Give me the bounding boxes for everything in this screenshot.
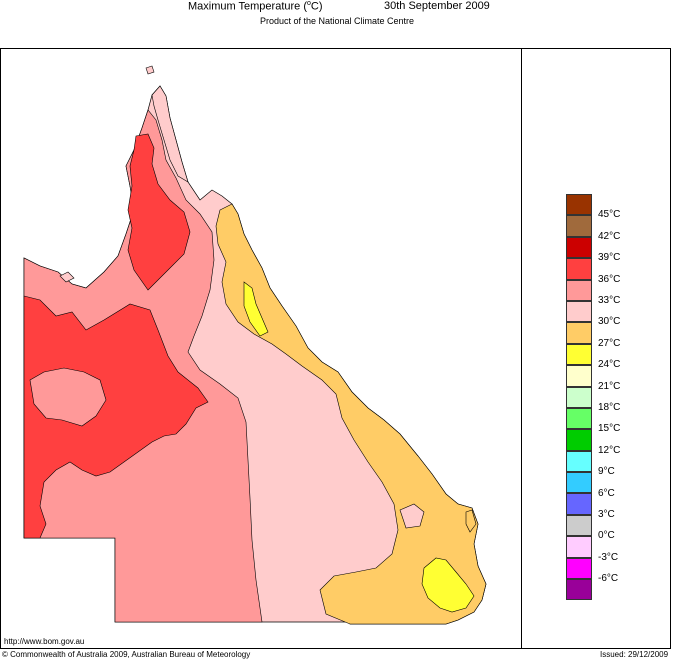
legend-label: 33°C [598, 295, 621, 306]
legend-swatch [566, 365, 592, 387]
legend-swatch [566, 557, 592, 580]
legend-label: 45°C [598, 209, 621, 221]
legend-swatch [566, 536, 592, 558]
legend-swatch [566, 215, 592, 237]
legend-label: 6°C [598, 487, 615, 499]
legend-swatch [566, 236, 592, 259]
legend-label: 39°C [598, 252, 621, 264]
legend-swatch [566, 579, 592, 601]
region-27-30-north [243, 281, 269, 337]
legend-swatch [566, 343, 592, 366]
footer-copyright: © Commonwealth of Australia 2009, Austra… [2, 650, 251, 659]
legend-swatch [566, 300, 592, 323]
legend-swatches [566, 194, 592, 601]
legend-label: 18°C [598, 402, 621, 413]
map-date: 30th September 2009 [384, 0, 490, 12]
legend-label: 36°C [598, 273, 621, 285]
footer-issued: Issued: 29/12/2009 [600, 650, 669, 659]
island-fraser [465, 509, 477, 533]
legend-label: 15°C [598, 423, 621, 435]
legend-swatch [566, 493, 592, 515]
footer-url[interactable]: http://www.bom.gov.au [4, 637, 85, 646]
header: Maximum Temperature (oC) 30th September … [0, 0, 674, 14]
legend-label: 21°C [598, 380, 621, 392]
legend-label: 24°C [598, 359, 621, 371]
region-39-42-west [23, 295, 209, 539]
region-36-39-west-hole [29, 367, 107, 427]
legend-swatch [566, 279, 592, 301]
legend-swatch [566, 258, 592, 280]
legend-swatch [566, 429, 592, 451]
map-subtitle: Product of the National Climate Centre [259, 16, 415, 26]
map-title: Maximum Temperature (oC) [188, 0, 323, 13]
legend-swatch [566, 194, 592, 216]
legend-label: 9°C [598, 466, 615, 478]
legend-label: -3°C [598, 551, 619, 563]
region-27-30-southeast [421, 557, 475, 613]
legend-swatch [566, 514, 592, 537]
island-mornington [59, 271, 75, 283]
legend-label: 12°C [598, 444, 621, 456]
region-33-36-pocket [399, 503, 425, 529]
legend-label: 3°C [598, 509, 615, 520]
legend-label: -6°C [598, 573, 619, 585]
region-39-42-cape [127, 133, 191, 291]
legend-label: 0°C [598, 530, 615, 542]
legend-swatch [566, 472, 592, 494]
legend-label: 30°C [598, 316, 621, 328]
legend-swatch [566, 407, 592, 430]
legend-swatch [566, 386, 592, 408]
map-frame [0, 48, 671, 649]
legend-label: 42°C [598, 230, 621, 242]
legend-swatch [566, 450, 592, 473]
legend-swatch [566, 322, 592, 344]
legend-label: 27°C [598, 337, 621, 349]
legend-divider [521, 48, 522, 649]
island-torres [145, 65, 155, 75]
region-33-36-cape [151, 85, 189, 183]
